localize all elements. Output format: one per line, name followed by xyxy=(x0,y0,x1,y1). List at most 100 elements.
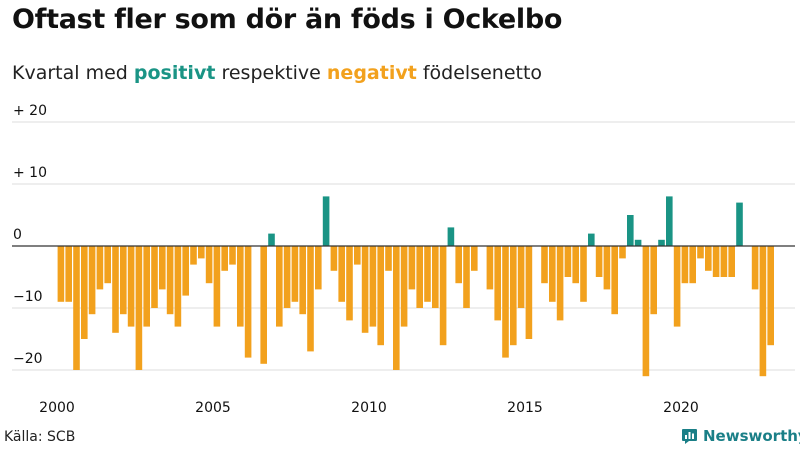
bar xyxy=(595,246,603,277)
x-tick-label: 2005 xyxy=(195,400,231,416)
bar xyxy=(229,246,236,265)
bar xyxy=(455,246,462,284)
bar xyxy=(572,246,579,284)
bar xyxy=(190,246,197,265)
bar xyxy=(689,246,696,284)
bar xyxy=(377,246,384,346)
bar xyxy=(112,246,119,333)
bar xyxy=(221,246,228,271)
bar xyxy=(439,246,447,346)
bar xyxy=(463,246,470,308)
y-tick-label: 0 xyxy=(13,227,22,243)
bar xyxy=(143,246,150,327)
bar xyxy=(697,246,704,259)
bar xyxy=(416,246,423,308)
bar xyxy=(174,246,182,327)
bar xyxy=(346,246,353,321)
bar xyxy=(393,246,400,370)
subtitle-prefix: Kvartal med xyxy=(12,62,134,84)
bar xyxy=(260,246,267,364)
subtitle-suffix: födelsenetto xyxy=(416,62,543,84)
bar xyxy=(283,246,291,308)
bar xyxy=(580,246,587,302)
bar xyxy=(205,246,213,284)
x-tick-label: 2000 xyxy=(39,400,75,416)
bar xyxy=(517,246,525,308)
bar xyxy=(81,246,88,339)
bar xyxy=(127,246,135,327)
bar xyxy=(322,196,330,246)
bar xyxy=(361,246,369,333)
bar xyxy=(369,246,377,327)
bar xyxy=(510,246,517,346)
bar xyxy=(424,246,431,302)
bar xyxy=(237,246,244,327)
bar xyxy=(354,246,361,265)
chart-title: Oftast fler som dör än föds i Ockelbo xyxy=(12,4,563,35)
brand-logo: Newsworthy xyxy=(681,427,800,445)
bar xyxy=(182,246,189,296)
bar xyxy=(712,246,720,277)
bar xyxy=(385,246,392,271)
subtitle-negative-word: negativt xyxy=(326,62,417,84)
bar xyxy=(276,246,283,327)
bar xyxy=(299,246,306,315)
bar xyxy=(244,246,252,358)
bar xyxy=(588,233,595,246)
y-tick-label: + 10 xyxy=(13,165,47,181)
bar xyxy=(486,246,494,290)
bar xyxy=(104,246,111,284)
bar xyxy=(432,246,439,308)
bar xyxy=(502,246,509,358)
y-tick-label: + 20 xyxy=(13,103,47,119)
bar xyxy=(65,246,72,302)
bar xyxy=(767,246,774,346)
bar xyxy=(135,246,143,370)
bar xyxy=(471,246,478,271)
bar xyxy=(330,246,338,271)
bar xyxy=(96,246,104,290)
bar xyxy=(736,202,743,246)
bar xyxy=(198,246,205,259)
bar xyxy=(159,246,166,290)
bar xyxy=(338,246,345,302)
bar xyxy=(315,246,322,290)
bar xyxy=(681,246,689,284)
bar xyxy=(120,246,127,315)
bar xyxy=(166,246,174,315)
bar xyxy=(151,246,158,308)
bar xyxy=(556,246,564,321)
bar xyxy=(57,246,65,302)
bar xyxy=(619,246,626,259)
bar xyxy=(213,246,221,327)
bar xyxy=(627,215,634,246)
y-tick-label: −10 xyxy=(13,289,43,305)
x-tick-label: 2010 xyxy=(351,400,387,416)
bar xyxy=(307,246,314,352)
chart-subtitle: Kvartal med positivt respektive negativt… xyxy=(12,62,542,84)
bar xyxy=(728,246,735,277)
bar xyxy=(603,246,611,290)
x-tick-label: 2015 xyxy=(507,400,543,416)
bar xyxy=(759,246,767,377)
bar xyxy=(705,246,712,271)
bar xyxy=(564,246,572,277)
bar xyxy=(720,246,728,277)
bar xyxy=(494,246,501,321)
subtitle-middle: respektive xyxy=(215,62,327,84)
bar xyxy=(666,196,673,246)
subtitle-positive-word: positivt xyxy=(133,62,216,84)
brand-name: Newsworthy xyxy=(703,427,800,445)
bar xyxy=(400,246,408,327)
bar xyxy=(73,246,80,370)
bar xyxy=(525,246,533,339)
bar xyxy=(634,239,642,246)
source-note: Källa: SCB xyxy=(4,429,76,445)
bar xyxy=(611,246,618,315)
y-tick-label: −20 xyxy=(13,351,43,367)
bar xyxy=(408,246,416,290)
bar xyxy=(447,227,455,246)
bar xyxy=(673,246,681,327)
bar xyxy=(541,246,548,284)
